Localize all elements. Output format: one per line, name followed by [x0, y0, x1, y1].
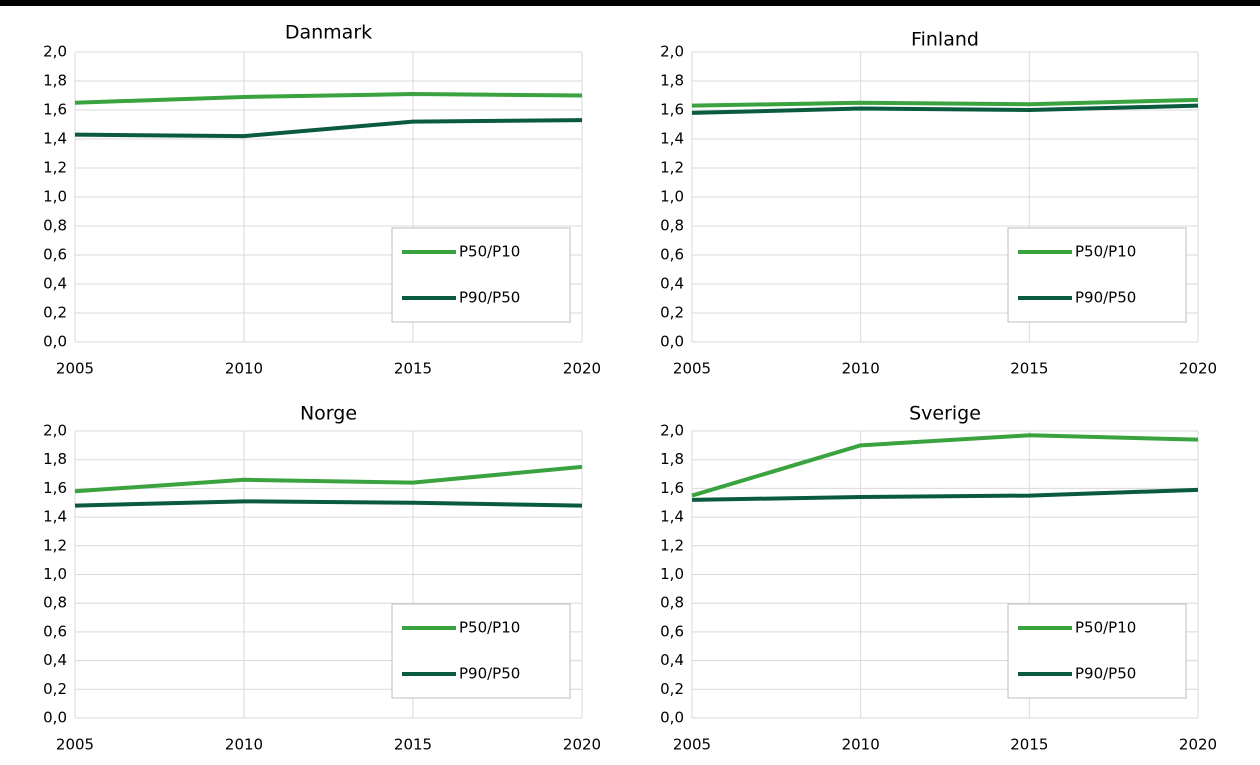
y-tick-label: 2,0 — [660, 422, 684, 440]
y-tick-label: 1,2 — [660, 536, 684, 554]
y-tick-label: 0,8 — [660, 217, 684, 235]
legend-box — [1007, 603, 1187, 699]
legend-label: P90/P50 — [1075, 665, 1136, 683]
legend-box — [391, 227, 571, 323]
legend-label: P90/P50 — [1075, 289, 1136, 307]
y-tick-label: 1,0 — [43, 565, 67, 583]
series-line — [691, 487, 1199, 502]
x-tick-label: 2010 — [225, 736, 263, 754]
y-tick-label: 0,6 — [43, 622, 67, 640]
y-tick-label: 0,4 — [660, 275, 684, 293]
y-tick-label: 1,0 — [660, 565, 684, 583]
chart-title: Norge — [300, 403, 357, 425]
y-tick-label: 1,6 — [43, 101, 67, 119]
y-tick-label: 0,6 — [43, 246, 67, 264]
y-tick-label: 2,0 — [43, 422, 67, 440]
x-tick-label: 2020 — [563, 360, 601, 378]
y-tick-label: 1,8 — [43, 72, 67, 90]
series-line — [74, 118, 583, 139]
y-tick-label: 0,2 — [43, 304, 67, 322]
series-line — [74, 464, 583, 494]
legend-label: P50/P10 — [1075, 619, 1136, 637]
x-tick-label: 2010 — [842, 736, 880, 754]
y-tick-label: 0,8 — [43, 594, 67, 612]
x-tick-label: 2010 — [225, 360, 263, 378]
y-tick-label: 1,0 — [43, 188, 67, 206]
y-tick-label: 0,2 — [660, 304, 684, 322]
y-tick-label: 1,2 — [43, 159, 67, 177]
legend-label: P50/P10 — [1075, 243, 1136, 261]
y-tick-label: 0,6 — [660, 246, 684, 264]
y-tick-label: 0,2 — [43, 680, 67, 698]
top-border — [0, 0, 1260, 6]
x-tick-label: 2010 — [842, 360, 880, 378]
x-tick-label: 2005 — [673, 360, 711, 378]
series-line — [691, 97, 1199, 108]
y-tick-label: 2,0 — [660, 43, 684, 61]
y-tick-label: 1,4 — [660, 130, 684, 148]
y-tick-label: 1,4 — [43, 508, 67, 526]
y-tick-label: 0,2 — [660, 680, 684, 698]
legend-label: P90/P50 — [459, 289, 520, 307]
x-tick-label: 2015 — [1010, 360, 1048, 378]
y-tick-label: 1,4 — [660, 508, 684, 526]
x-tick-label: 2015 — [394, 360, 432, 378]
y-tick-label: 1,4 — [43, 130, 67, 148]
y-tick-label: 0,0 — [43, 709, 67, 727]
y-tick-label: 0,0 — [660, 709, 684, 727]
legend-box — [1007, 227, 1187, 323]
y-tick-label: 1,2 — [43, 536, 67, 554]
legend-label: P50/P10 — [459, 619, 520, 637]
y-tick-label: 1,8 — [660, 72, 684, 90]
y-tick-label: 1,2 — [660, 159, 684, 177]
chart-title: Danmark — [285, 22, 372, 44]
x-tick-label: 2020 — [1179, 360, 1217, 378]
x-tick-label: 2015 — [1010, 736, 1048, 754]
y-tick-label: 1,8 — [660, 450, 684, 468]
y-tick-label: 0,8 — [43, 217, 67, 235]
y-tick-label: 1,0 — [660, 188, 684, 206]
legend-label: P90/P50 — [459, 665, 520, 683]
series-line — [74, 92, 583, 105]
x-tick-label: 2005 — [56, 736, 94, 754]
y-tick-label: 2,0 — [43, 43, 67, 61]
y-tick-label: 1,6 — [660, 479, 684, 497]
legend-box — [391, 603, 571, 699]
y-tick-label: 0,4 — [43, 275, 67, 293]
y-tick-label: 0,0 — [660, 333, 684, 351]
y-tick-label: 0,8 — [660, 594, 684, 612]
y-tick-label: 1,6 — [43, 479, 67, 497]
x-tick-label: 2020 — [563, 736, 601, 754]
chart-title: Finland — [911, 29, 979, 51]
legend-label: P50/P10 — [459, 243, 520, 261]
y-tick-label: 0,0 — [43, 333, 67, 351]
y-tick-label: 1,6 — [660, 101, 684, 119]
y-tick-label: 1,8 — [43, 450, 67, 468]
y-tick-label: 0,4 — [660, 651, 684, 669]
x-tick-label: 2005 — [673, 736, 711, 754]
series-line — [691, 103, 1199, 115]
y-tick-label: 0,6 — [660, 622, 684, 640]
series-line — [691, 433, 1199, 498]
series-line — [74, 499, 583, 508]
x-tick-label: 2005 — [56, 360, 94, 378]
y-tick-label: 0,4 — [43, 651, 67, 669]
x-tick-label: 2015 — [394, 736, 432, 754]
x-tick-label: 2020 — [1179, 736, 1217, 754]
chart-title: Sverige — [909, 403, 981, 425]
